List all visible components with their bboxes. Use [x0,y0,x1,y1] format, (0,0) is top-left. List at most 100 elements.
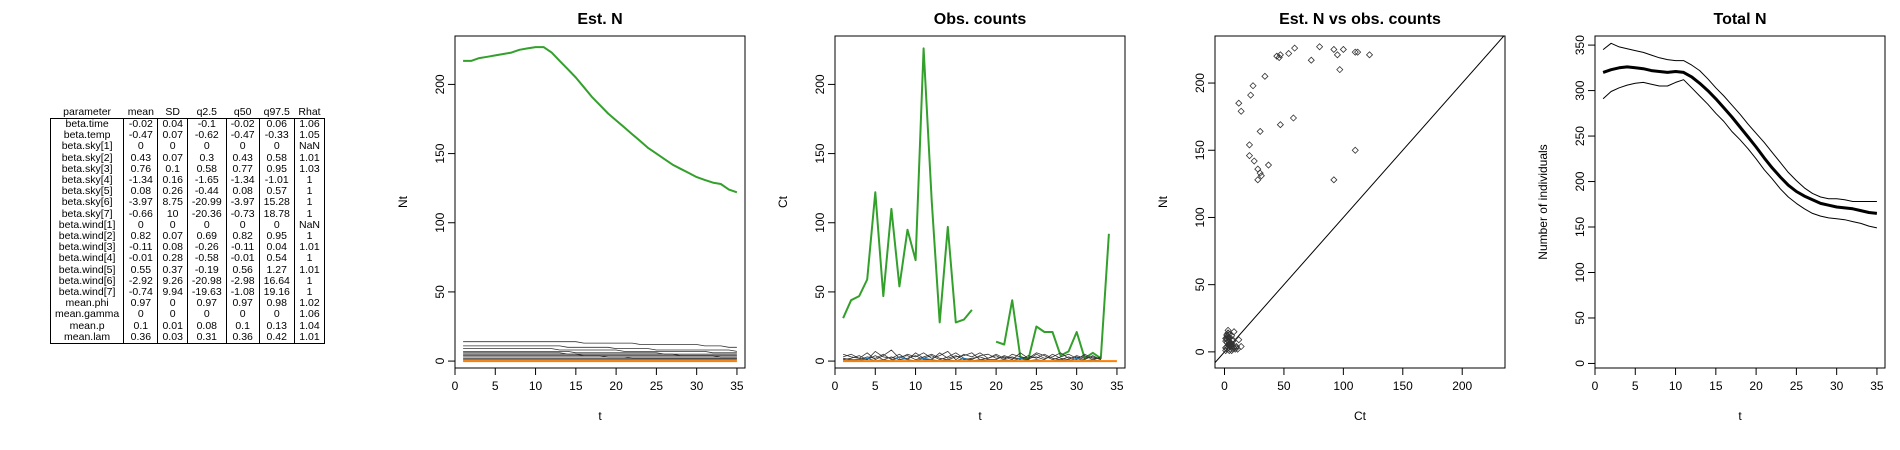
table-header-cell: q2.5 [196,106,218,118]
table-cell: 0 [186,309,227,321]
scatter-point [1354,48,1362,56]
series-line [1602,79,1878,229]
table-cell: beta.sky[6] [61,196,113,209]
x-axis-label: t [598,409,602,423]
table-cell: 0.37 [157,264,188,276]
table-row: beta.wind[1] 0 0 0 0 0 NaN [51,218,325,232]
table-header-cell: Rhat [298,106,321,118]
y-tick-label: 0 [1573,360,1587,367]
table-cell: mean.phi [65,297,109,310]
plot-frame [1214,35,1506,369]
table-cell: 0.69 [186,230,227,243]
table-cell: 1 [293,230,325,243]
table-cell: 1 [293,286,325,299]
table-cell: -0.11 [225,242,260,254]
table-header-cell: q50 [233,106,252,118]
chart-title: Est. N vs obs. counts [1279,11,1441,28]
scatter-point [1235,336,1243,344]
table-cell: 0.97 [225,298,260,310]
table-cell: 0.07 [157,230,188,243]
scatter-point [1330,45,1338,54]
table-cell: beta.sky[1] [61,140,113,153]
table-row: mean.gamma 0 0 0 0 0 1.06 [51,308,325,321]
x-axis-label: t [1738,409,1742,423]
table-cell: 0.01 [157,320,188,332]
table-cell: -0.1 [186,118,227,131]
table-cell: beta.wind[7] [58,286,116,299]
scatter-point [1250,157,1258,165]
plot-area [1602,42,1878,229]
table-cell: 1 [293,253,325,265]
plot-area [1215,36,1505,363]
table-cell: 0.04 [157,118,188,131]
y-tick-label: 350 [1573,35,1587,55]
table-row: beta.temp -0.47 0.07 -0.62 -0.47 -0.33 1.05 [51,129,325,142]
table-cell: 0.77 [225,163,260,176]
table-cell: 0 [123,309,158,321]
x-tick-label: 200 [1452,379,1472,393]
table-cell: -20.99 [186,197,227,209]
plot-frame [1594,35,1886,369]
x-tick-label: 15 [1709,379,1723,393]
table-row: beta.sky[6] -3.97 8.75 -20.99 -3.97 15.28 1 [51,196,325,209]
scatter-point [1316,43,1324,51]
table-cell: -0.47 [225,129,260,142]
scatter-point [1226,341,1235,349]
table-cell: 0 [258,219,295,232]
table-cell: beta.wind[1] [58,218,116,231]
chart-title: Obs. counts [934,11,1027,28]
table-row: beta.wind[3] -0.11 0.08 -0.26 -0.11 0.04 1.01 [51,242,325,254]
y-tick-label: 100 [813,212,827,232]
x-tick-label: 10 [529,379,543,393]
table-cell: 0.43 [225,152,260,164]
table-cell: -2.92 [123,275,158,288]
x-tick-label: 0 [1592,379,1599,393]
x-tick-label: 5 [872,379,879,393]
series-line [1602,65,1878,215]
x-tick-label: 35 [730,379,744,393]
table-cell: 0 [225,219,260,232]
table-row: beta.wind[4] -0.01 0.28 -0.58 -0.01 0.54 1 [51,252,325,265]
table-cell: 0.28 [157,253,188,265]
y-axis-label: Number of individuals [1536,144,1550,259]
table-cell: -1.65 [186,174,227,187]
table-cell: -0.26 [186,242,227,254]
plot-frame [834,35,1126,369]
y-tick-label: 200 [1573,171,1587,191]
series-line [843,352,1101,361]
scatter-point [1307,56,1315,64]
y-tick-label: 50 [813,285,827,299]
table-cell: NaN [293,141,325,153]
table-cell: 1 [293,197,325,209]
scatter-point [1285,49,1293,58]
table-cell: 0 [123,141,158,153]
table-cell: -0.11 [123,242,158,254]
table-cell: beta.time [65,118,109,130]
table-cell: beta.wind[4] [58,252,116,265]
table-row: mean.lam 0.36 0.03 0.31 0.36 0.42 1.01 [51,331,325,344]
table-cell: 0.95 [258,163,295,176]
table-cell: -0.02 [225,118,260,131]
table-cell: 0 [186,219,227,232]
table-body: beta.time -0.02 0.04 -0.1 -0.02 0.06 1.06 beta.… [50,118,325,344]
table-row: beta.wind[2] 0.82 0.07 0.69 0.82 0.95 1 [51,230,325,243]
table-cell: 0 [258,141,295,153]
x-tick-label: 20 [989,379,1003,393]
table-cell: 0 [225,141,260,153]
table-cell: 0.3 [186,152,227,164]
table-row: beta.sky[5] 0.08 0.26 -0.44 0.08 0.57 1 [51,186,325,198]
table-cell: -0.74 [123,286,158,299]
table-cell: beta.temp [63,129,111,142]
scatter-point [1235,99,1243,107]
table-cell: mean.gamma [55,308,120,321]
table-cell: 0.08 [123,186,158,198]
table-cell: 0.1 [225,320,260,332]
table-cell: -0.01 [225,253,260,265]
identity-line [1215,36,1505,363]
series-line [463,345,737,352]
y-tick-label: 150 [433,143,447,163]
plot-area [842,47,1117,363]
table-cell: 0.26 [157,186,188,198]
table-cell: -19.63 [186,286,227,299]
